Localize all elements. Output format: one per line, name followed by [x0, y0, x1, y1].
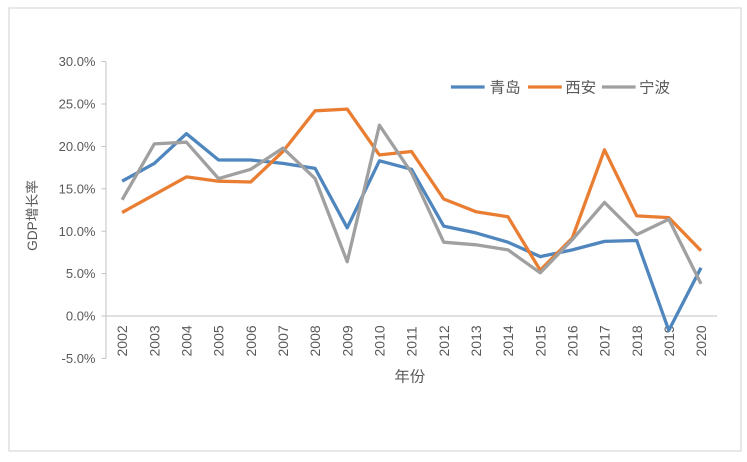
svg-text:2019: 2019: [661, 325, 677, 356]
svg-text:30.0%: 30.0%: [59, 54, 96, 69]
svg-text:2011: 2011: [404, 326, 420, 356]
svg-text:2006: 2006: [243, 325, 259, 356]
svg-text:2005: 2005: [211, 325, 227, 356]
svg-text:2015: 2015: [532, 325, 548, 356]
svg-text:0.0%: 0.0%: [66, 309, 96, 324]
svg-text:2012: 2012: [436, 325, 452, 356]
svg-text:2010: 2010: [372, 325, 388, 356]
svg-text:10.0%: 10.0%: [59, 224, 96, 239]
svg-text:2020: 2020: [693, 325, 709, 356]
svg-text:2007: 2007: [275, 325, 291, 356]
svg-text:2009: 2009: [339, 325, 355, 356]
svg-text:2018: 2018: [629, 325, 645, 356]
svg-text:25.0%: 25.0%: [59, 97, 96, 112]
svg-text:-5.0%: -5.0%: [62, 351, 96, 366]
svg-text:2008: 2008: [307, 325, 323, 356]
svg-text:GDP: GDP: [25, 221, 40, 251]
svg-text:2014: 2014: [500, 325, 516, 356]
svg-text:15.0%: 15.0%: [59, 181, 96, 196]
svg-text:2017: 2017: [597, 325, 613, 356]
svg-text:2004: 2004: [179, 325, 195, 356]
svg-text:20.0%: 20.0%: [59, 139, 96, 154]
svg-text:5.0%: 5.0%: [66, 266, 96, 281]
svg-text:2013: 2013: [468, 325, 484, 356]
svg-text:2016: 2016: [564, 325, 580, 356]
svg-text:2003: 2003: [146, 325, 162, 356]
svg-text:2002: 2002: [114, 325, 130, 356]
